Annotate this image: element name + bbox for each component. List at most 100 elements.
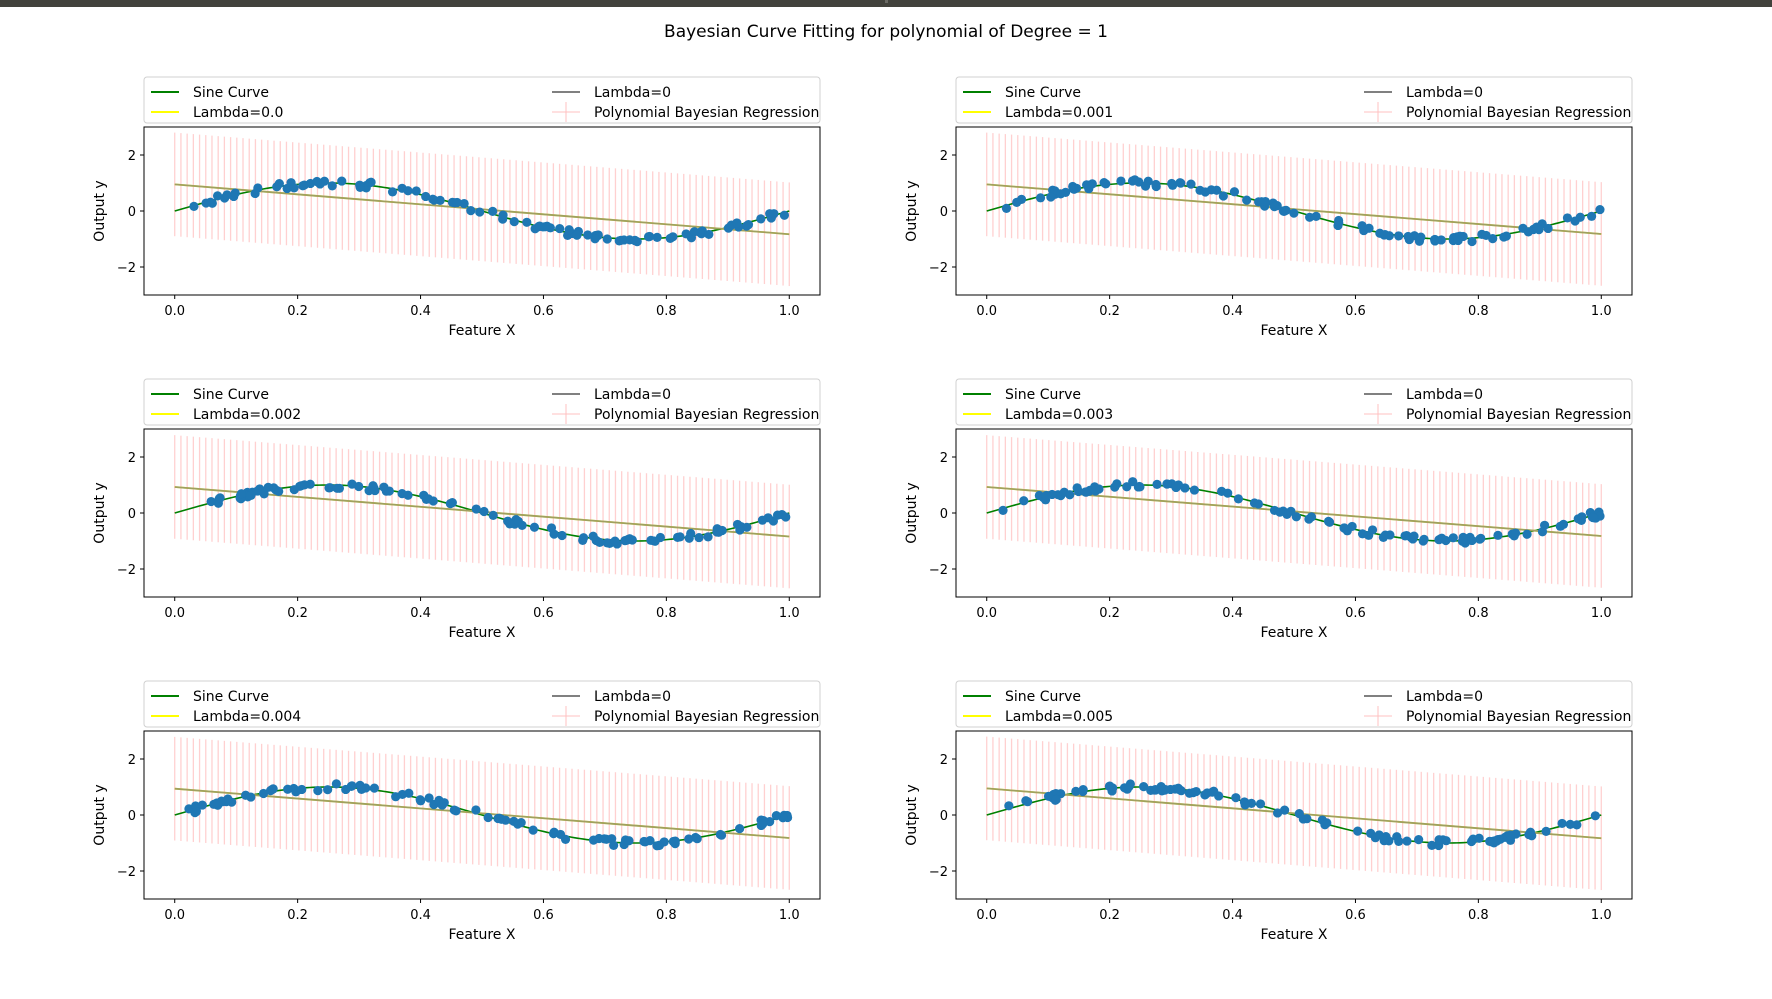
- data-point: [212, 798, 222, 808]
- data-point: [403, 186, 413, 196]
- data-point: [602, 234, 612, 244]
- data-point: [488, 510, 498, 520]
- data-point: [732, 218, 742, 228]
- data-point: [673, 532, 683, 543]
- data-point: [356, 784, 367, 795]
- data-point: [590, 234, 600, 244]
- x-tick-label: 0.8: [656, 908, 677, 923]
- data-point: [555, 223, 565, 234]
- legend-label: Lambda=0.003: [1005, 407, 1113, 423]
- legend: Sine Curve Lambda=0 Lambda=0.0 Polynomial B…: [143, 76, 821, 124]
- legend-label: Lambda=0: [1406, 387, 1483, 403]
- x-tick-label: 0.0: [164, 606, 185, 621]
- data-point: [684, 533, 694, 543]
- legend-label: Polynomial Bayesian Regression: [594, 105, 819, 121]
- data-point: [781, 512, 791, 522]
- x-tick-label: 0.0: [976, 304, 997, 319]
- data-point: [439, 798, 449, 808]
- legend-label: Lambda=0.0: [193, 105, 283, 121]
- data-point: [513, 516, 523, 526]
- data-point: [1590, 811, 1600, 821]
- legend: Sine Curve Lambda=0 Lambda=0.004 Polynomial…: [143, 680, 821, 728]
- legend-label: Sine Curve: [1005, 689, 1081, 705]
- data-point: [451, 806, 461, 816]
- data-point: [1476, 533, 1486, 543]
- data-point: [369, 783, 379, 793]
- data-point: [488, 206, 498, 216]
- data-point: [694, 532, 704, 543]
- data-point: [1175, 178, 1185, 188]
- data-point: [274, 179, 284, 189]
- y-tick-label: 0: [128, 205, 136, 220]
- data-point: [428, 194, 438, 204]
- data-point: [1562, 213, 1573, 223]
- x-tick-label: 1.0: [779, 606, 800, 621]
- data-point: [1294, 809, 1304, 819]
- data-point: [1281, 205, 1291, 215]
- data-point: [421, 191, 431, 202]
- data-point: [424, 793, 434, 803]
- data-point: [1557, 818, 1567, 829]
- data-point: [1082, 180, 1092, 190]
- data-points: [1004, 779, 1600, 851]
- subplot-4: −2 0 2 0.0 0.2 0.4 0.6 0.8 1.0 Feature X Output y S…: [904, 378, 1633, 641]
- data-point: [368, 481, 378, 491]
- legend-label: Lambda=0.001: [1005, 105, 1113, 121]
- data-point: [1046, 192, 1056, 202]
- data-point: [327, 181, 337, 191]
- data-point: [387, 187, 398, 197]
- data-point: [1130, 175, 1140, 185]
- legend-label: Sine Curve: [193, 387, 269, 403]
- x-tick-label: 0.8: [656, 606, 677, 621]
- data-point: [1152, 479, 1162, 489]
- y-axis-label: Output y: [904, 784, 920, 845]
- x-tick-label: 0.4: [410, 908, 431, 923]
- data-point: [471, 805, 481, 815]
- plot-area: [174, 132, 790, 287]
- data-point: [1347, 521, 1357, 532]
- data-point: [599, 834, 609, 844]
- data-point: [466, 206, 476, 216]
- data-point: [757, 515, 768, 525]
- y-tick-label: −2: [929, 865, 948, 880]
- y-tick-label: 2: [128, 451, 136, 466]
- x-tick-label: 0.8: [1468, 606, 1489, 621]
- y-axis-label: Output y: [92, 180, 108, 241]
- legend-label: Lambda=0.002: [193, 407, 301, 423]
- data-point: [1269, 202, 1280, 212]
- data-point: [498, 210, 508, 220]
- legend-label: Polynomial Bayesian Regression: [1406, 105, 1631, 121]
- data-point: [332, 483, 342, 493]
- data-point: [1104, 781, 1114, 791]
- legend-frame: [143, 680, 821, 728]
- data-point: [312, 176, 322, 187]
- data-point: [1575, 212, 1585, 222]
- data-point: [1016, 194, 1027, 205]
- data-point: [1441, 836, 1451, 846]
- legend-label: Polynomial Bayesian Regression: [1406, 709, 1631, 725]
- data-point: [619, 235, 629, 245]
- data-point: [1001, 203, 1012, 213]
- data-point: [1167, 178, 1177, 189]
- data-point: [201, 198, 211, 208]
- data-point: [366, 177, 376, 187]
- data-point: [624, 836, 634, 846]
- x-tick-label: 0.6: [1345, 908, 1366, 923]
- data-point: [535, 221, 545, 231]
- legend-frame: [955, 680, 1633, 728]
- data-point: [756, 214, 766, 224]
- x-tick-label: 0.0: [976, 606, 997, 621]
- legend-label: Lambda=0: [594, 689, 671, 705]
- data-point: [222, 190, 232, 200]
- legend-label: Sine Curve: [193, 85, 269, 101]
- y-tick-label: 0: [940, 205, 948, 220]
- data-point: [564, 225, 574, 235]
- data-point: [610, 536, 620, 546]
- data-point: [215, 493, 225, 503]
- legend-frame: [143, 378, 821, 426]
- legend-label: Lambda=0: [1406, 689, 1483, 705]
- data-point: [758, 819, 768, 829]
- window-title-bar: [0, 0, 1772, 7]
- data-point: [1171, 482, 1181, 493]
- data-point: [513, 819, 523, 829]
